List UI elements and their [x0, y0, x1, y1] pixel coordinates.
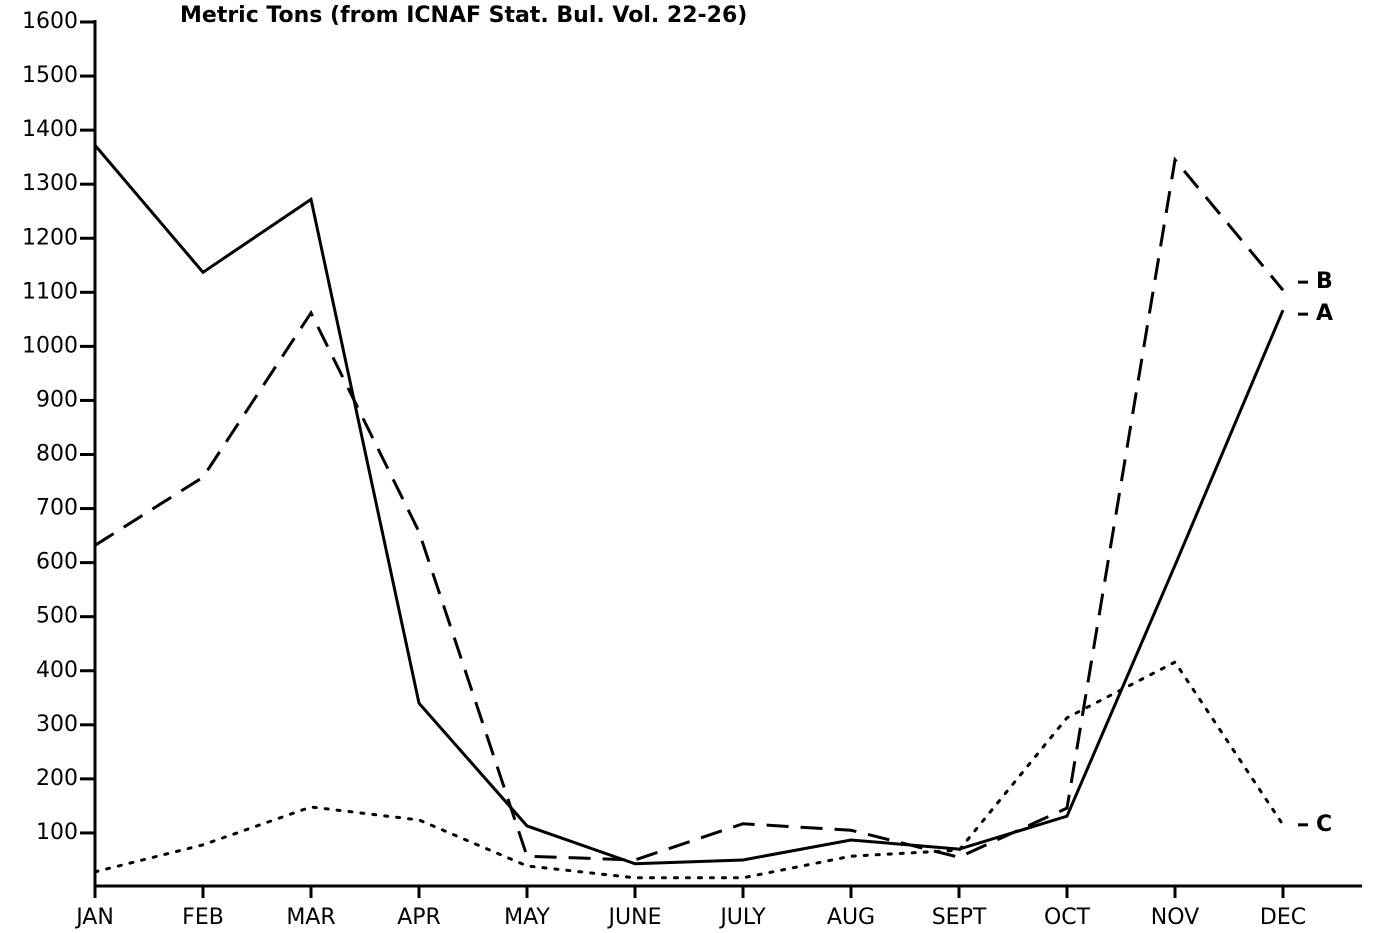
x-tick-label: OCT — [1044, 905, 1091, 930]
x-tick-label: MAR — [286, 905, 335, 930]
series-line — [93, 660, 1285, 880]
y-tick-label: 200 — [36, 766, 78, 791]
x-tick-label: AUG — [827, 905, 875, 930]
y-tick-label: 900 — [36, 387, 78, 412]
y-tick-label: 1500 — [22, 63, 78, 88]
series-label: A — [1316, 301, 1333, 326]
y-tick-label: 500 — [36, 604, 78, 629]
x-tick-label: JULY — [718, 905, 766, 930]
series-label: C — [1316, 812, 1332, 837]
chart-title: Metric Tons (from ICNAF Stat. Bul. Vol. … — [180, 3, 747, 28]
x-tick-label: NOV — [1151, 905, 1199, 930]
y-tick-label: 800 — [36, 442, 78, 467]
x-tick-label: MAY — [504, 905, 550, 930]
x-tick-label: SEPT — [932, 905, 987, 930]
x-tick-label: FEB — [182, 905, 224, 930]
y-tick-label: 700 — [36, 496, 78, 521]
x-tick-label: APR — [397, 905, 441, 930]
y-tick-label: 300 — [36, 712, 78, 737]
y-tick-label: 1300 — [22, 171, 78, 196]
x-tick-label: DEC — [1260, 905, 1306, 930]
x-tick-label: JAN — [74, 905, 114, 930]
y-tick-label: 1100 — [22, 279, 78, 304]
y-tick-label: 1600 — [22, 9, 78, 34]
y-tick-label: 1200 — [22, 225, 78, 250]
y-tick-label: 1400 — [22, 117, 78, 142]
series-line — [93, 144, 1285, 866]
y-tick-label: 400 — [36, 658, 78, 683]
y-tick-label: 600 — [36, 550, 78, 575]
x-tick-label: JUNE — [607, 905, 662, 930]
y-tick-label: 100 — [36, 820, 78, 845]
y-tick-label: 1000 — [22, 333, 78, 358]
series-label: B — [1316, 269, 1333, 294]
series-line — [94, 156, 1285, 862]
